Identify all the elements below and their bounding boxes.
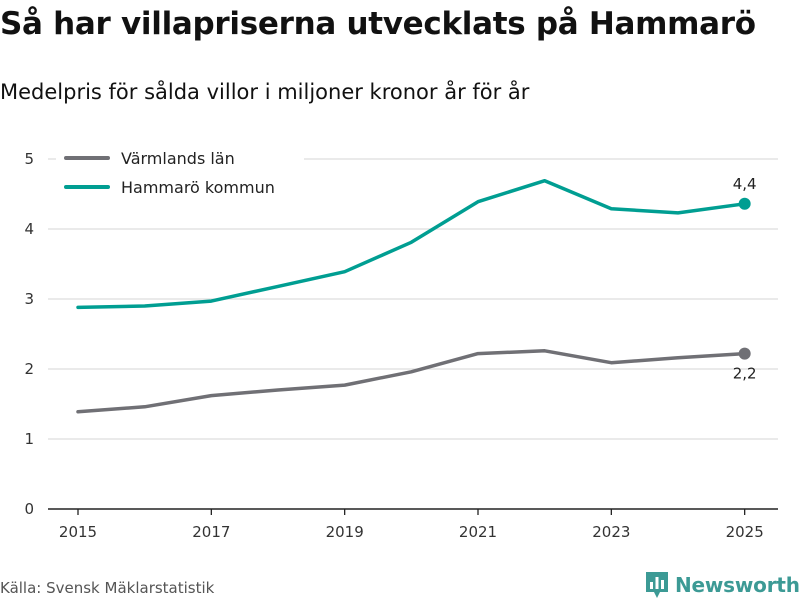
series-line-varmland: [76, 349, 747, 414]
end-value-label-hammaro: 4,4: [733, 175, 757, 193]
y-tick-label: 4: [24, 220, 34, 238]
source-note: Källa: Svensk Mäklarstatistik: [0, 579, 215, 597]
y-tick-label: 2: [24, 360, 34, 378]
x-tick-label: 2015: [59, 523, 97, 541]
chart-title: Så har villapriserna utvecklats på Hamma…: [0, 6, 756, 42]
legend-box: [56, 146, 304, 204]
x-tick-label: 2017: [192, 523, 230, 541]
legend: Värmlands län Hammarö kommun: [56, 146, 304, 204]
series-line-hammaro: [76, 178, 747, 310]
brand-name: Newsworthy: [675, 573, 800, 597]
end-labels: 2,2 4,4: [733, 175, 757, 383]
x-tick-label: 2021: [459, 523, 497, 541]
y-tick-label: 3: [24, 290, 34, 308]
end-marker-varmland: [738, 347, 751, 360]
x-tick-label: 2019: [326, 523, 364, 541]
chart-subtitle: Medelpris för sålda villor i miljoner kr…: [0, 80, 530, 104]
legend-label-varmland: Värmlands län: [121, 149, 235, 168]
y-tick-label: 1: [24, 430, 34, 448]
x-tick-label: 2025: [726, 523, 764, 541]
end-marker-hammaro: [738, 197, 751, 210]
series-lines: [76, 178, 751, 414]
x-tick-label: 2023: [592, 523, 630, 541]
line-chart: 0 1 2 3 4 5 2015 2017 2019 2021 2023 2025 2,2 4,4 V…: [24, 146, 778, 541]
brand-logo: Newsworthy: [645, 570, 800, 600]
newsworthy-logo-icon: [646, 572, 668, 598]
legend-label-hammaro: Hammarö kommun: [121, 178, 275, 197]
y-tick-label: 0: [24, 500, 34, 518]
end-value-label-varmland: 2,2: [733, 365, 757, 383]
x-axis: 2015 2017 2019 2021 2023 2025: [48, 508, 778, 541]
y-axis: 0 1 2 3 4 5: [24, 150, 34, 518]
y-tick-label: 5: [24, 150, 34, 168]
